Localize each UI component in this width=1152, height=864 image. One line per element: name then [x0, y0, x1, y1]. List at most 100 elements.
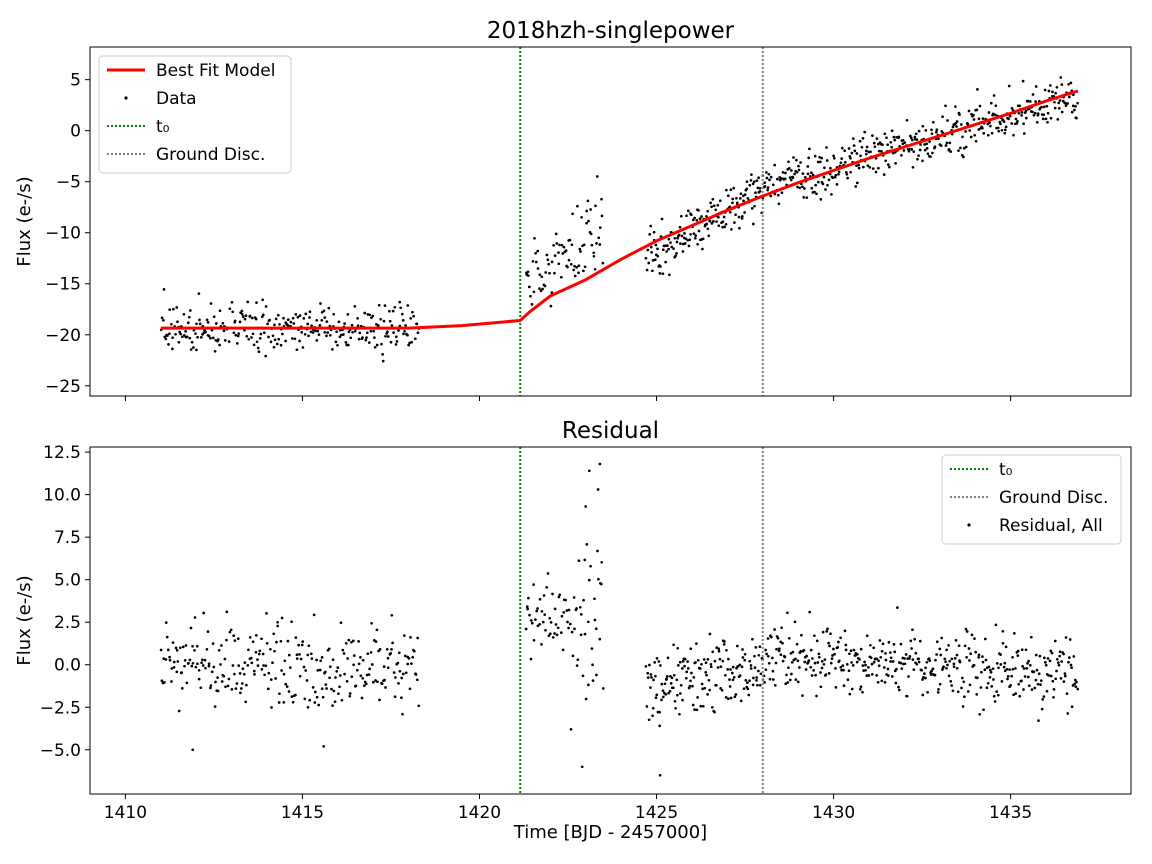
data-point: [897, 135, 901, 139]
data-point: [194, 332, 197, 335]
data-point: [281, 332, 284, 336]
data-point: [261, 313, 265, 317]
data-point: [302, 317, 306, 320]
data-point: [209, 336, 212, 340]
data-point: [855, 660, 859, 664]
data-point: [287, 690, 291, 693]
data-point: [743, 658, 747, 662]
data-point: [992, 694, 996, 698]
data-point: [284, 682, 288, 686]
data-point: [547, 634, 551, 638]
data-point: [742, 687, 746, 691]
data-point: [706, 227, 710, 231]
data-point: [890, 129, 894, 133]
data-point: [1039, 683, 1042, 686]
data-point: [758, 683, 762, 687]
data-point: [843, 149, 847, 153]
data-point: [783, 177, 787, 181]
data-point: [687, 244, 691, 248]
data-point: [191, 661, 195, 665]
data-point: [1057, 663, 1061, 667]
data-point: [394, 343, 398, 346]
data-point: [677, 233, 681, 237]
legend-label: t₀: [156, 117, 170, 137]
data-point: [694, 234, 698, 237]
data-point: [314, 329, 317, 333]
data-point: [876, 680, 880, 684]
data-point: [308, 310, 312, 314]
data-point: [708, 688, 712, 692]
data-point: [1018, 104, 1021, 108]
data-point: [754, 646, 758, 649]
data-point: [373, 345, 377, 349]
data-point: [723, 640, 726, 643]
data-point: [802, 196, 806, 199]
data-point: [1011, 655, 1014, 659]
data-point: [653, 661, 657, 664]
data-point: [646, 676, 650, 679]
data-point: [305, 679, 309, 682]
data-point: [1016, 654, 1020, 657]
data-point: [852, 648, 856, 652]
data-point: [811, 657, 814, 660]
data-point: [821, 182, 825, 186]
data-point: [651, 259, 655, 262]
data-point: [288, 666, 292, 669]
data-point: [384, 334, 387, 338]
data-point: [310, 324, 313, 328]
data-point: [231, 664, 235, 667]
data-point: [658, 710, 661, 714]
data-point: [280, 669, 283, 672]
data-point: [274, 677, 277, 680]
data-point: [660, 682, 664, 686]
data-point: [228, 307, 232, 311]
data-point: [657, 660, 661, 663]
data-point: [914, 651, 918, 655]
data-point: [955, 125, 958, 128]
data-point: [1069, 663, 1073, 667]
data-point: [972, 118, 976, 121]
data-point: [1051, 90, 1054, 94]
data-point: [261, 652, 265, 656]
data-point: [907, 675, 910, 678]
data-point: [235, 342, 239, 345]
data-point: [775, 647, 778, 651]
data-point: [1055, 669, 1058, 673]
data-point: [331, 658, 335, 662]
data-point: [987, 111, 991, 114]
data-point: [931, 667, 935, 671]
data-point: [562, 611, 566, 614]
data-point: [833, 652, 836, 656]
data-point: [383, 304, 387, 307]
data-point: [286, 318, 290, 322]
data-point: [1008, 668, 1011, 671]
data-point: [692, 676, 696, 679]
data-point: [179, 332, 182, 336]
data-point: [262, 664, 265, 667]
data-point: [672, 643, 675, 647]
data-point: [220, 680, 224, 683]
data-point: [819, 685, 823, 689]
data-point: [885, 136, 888, 140]
data-point: [950, 657, 954, 661]
legend-label: Data: [156, 89, 197, 109]
data-point: [553, 254, 557, 257]
data-point: [963, 695, 966, 699]
data-point: [837, 659, 841, 663]
data-point: [586, 620, 590, 624]
data-point: [1050, 651, 1054, 655]
data-point: [658, 724, 662, 728]
data-point: [1034, 678, 1038, 682]
data-point: [325, 320, 329, 323]
data-point: [818, 155, 821, 159]
data-point: [400, 696, 403, 700]
data-point: [601, 261, 605, 265]
data-point: [561, 252, 565, 255]
data-point: [732, 186, 736, 190]
data-point: [937, 137, 940, 141]
data-point: [922, 676, 925, 679]
data-point: [834, 667, 837, 670]
data-point: [553, 632, 556, 635]
data-point: [413, 337, 417, 341]
data-point: [1071, 104, 1075, 108]
